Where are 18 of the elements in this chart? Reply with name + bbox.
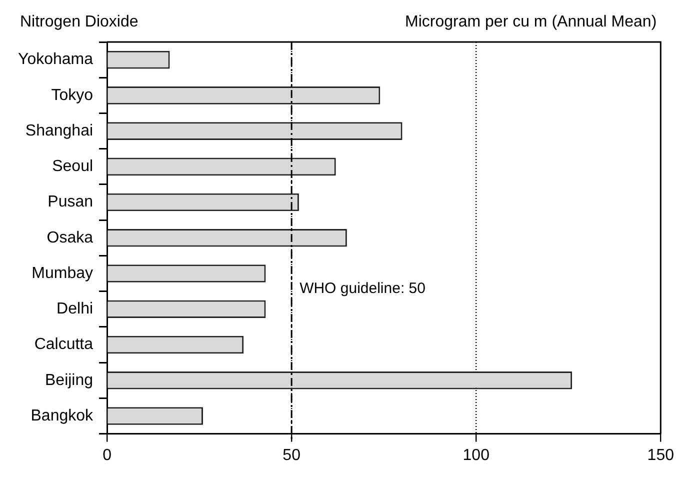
- x-tick-label: 100: [462, 446, 490, 464]
- ref-line-label: WHO guideline: 50: [300, 280, 426, 297]
- y-tick-label: Yokohama: [18, 51, 94, 68]
- y-tick-label: Osaka: [46, 229, 94, 246]
- x-tick-label: 50: [282, 446, 301, 464]
- y-tick-label: Beijing: [44, 372, 94, 389]
- y-tick-label: Mumbay: [32, 264, 94, 282]
- y-tick-label: Shanghai: [25, 122, 94, 140]
- chart-title: Nitrogen Dioxide: [20, 13, 138, 30]
- y-tick-label: Tokyo: [51, 86, 94, 104]
- chart-subtitle: Microgram per cu m (Annual Mean): [405, 13, 657, 30]
- y-tick-label: Pusan: [48, 194, 94, 211]
- y-tick-label: Delhi: [56, 300, 94, 318]
- y-tick-label: Seoul: [52, 158, 94, 176]
- y-tick-label: Calcutta: [34, 336, 94, 354]
- x-tick-label: 150: [647, 446, 674, 464]
- y-tick-label: Bangkok: [30, 407, 94, 424]
- x-tick-label: 0: [102, 446, 112, 464]
